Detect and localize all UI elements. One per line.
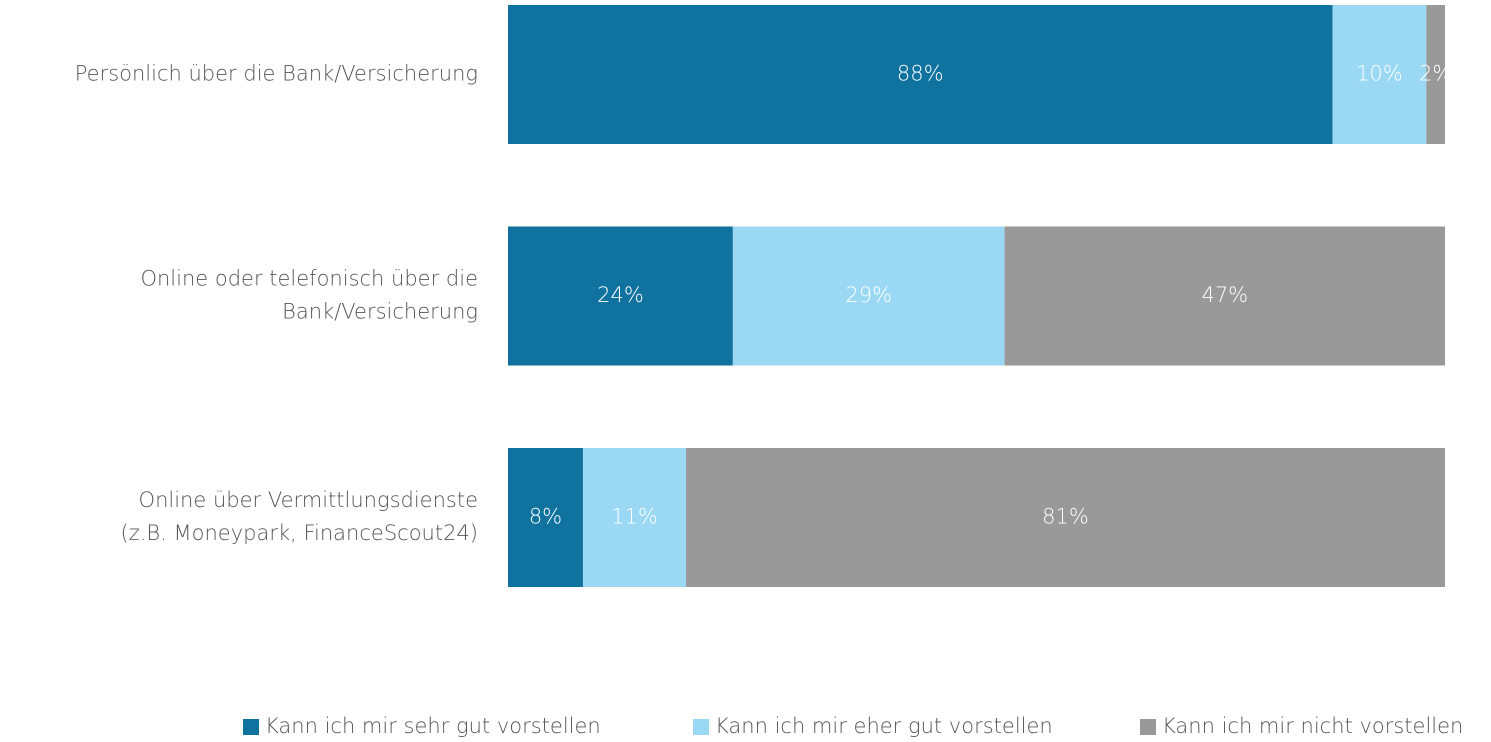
legend-label: Kann ich mir nicht vorstellen: [1162, 714, 1463, 738]
category-label: Persönlich über die Bank/Versicherung: [75, 62, 478, 86]
category-label: Online über Vermittlungsdienste: [139, 488, 478, 512]
bar-segment: [732, 226, 1005, 366]
bar-segment: [1332, 5, 1427, 144]
legend-swatch: [243, 719, 259, 735]
value-label: 8%: [529, 505, 562, 529]
bar-segment: [1004, 226, 1445, 366]
bar-segment: [508, 448, 583, 587]
bar-segment: [686, 448, 1445, 587]
value-label: 88%: [897, 62, 944, 86]
legend-swatch: [1140, 719, 1156, 735]
value-label: 29%: [845, 283, 892, 307]
bar-segment: [1426, 5, 1445, 144]
bar-segment: [582, 448, 687, 587]
value-label: 10%: [1356, 62, 1403, 86]
legend-swatch: [693, 719, 709, 735]
value-label: 47%: [1201, 283, 1248, 307]
legend-label: Kann ich mir sehr gut vorstellen: [265, 714, 601, 738]
category-label: Bank/Versicherung: [282, 300, 478, 324]
value-label: 81%: [1042, 505, 1089, 529]
bar-segment: [508, 226, 733, 366]
category-label: (z.B. Moneypark, FinanceScout24): [121, 521, 478, 545]
value-label: 2%: [1419, 62, 1452, 86]
legend-label: Kann ich mir eher gut vorstellen: [715, 714, 1053, 738]
bar-segment: [508, 5, 1333, 144]
category-label: Online oder telefonisch über die: [140, 267, 478, 291]
value-label: 24%: [597, 283, 644, 307]
value-label: 11%: [611, 505, 658, 529]
